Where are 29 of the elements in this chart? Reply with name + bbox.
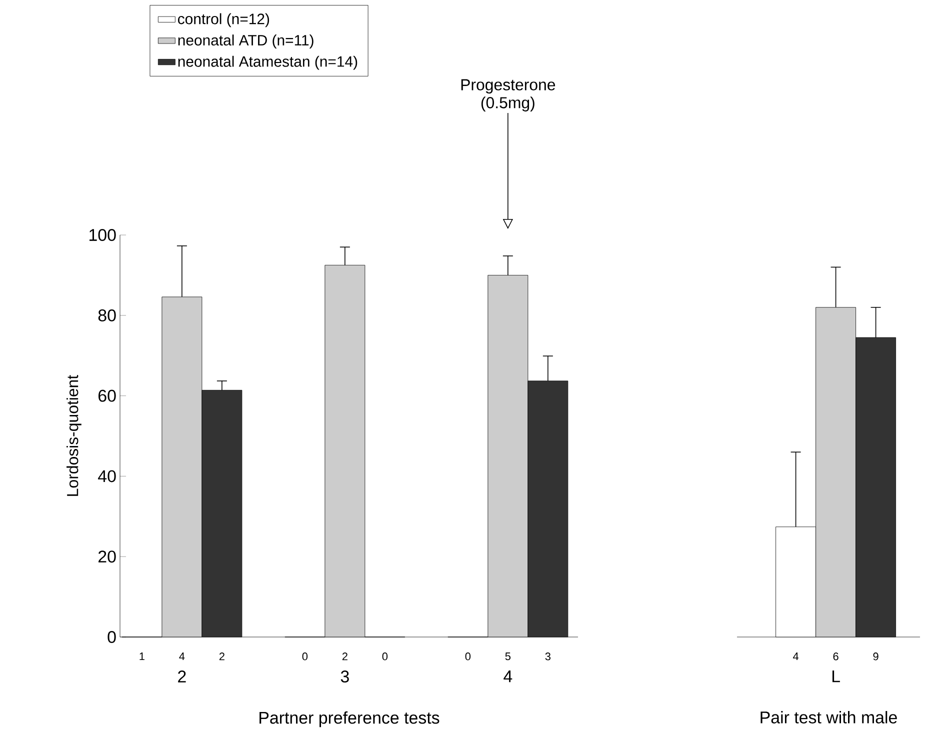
x-axis-title: Partner preference tests [260,711,440,728]
x-axis-title: Pair test with male [760,711,897,724]
legend-label: neonatal Atamestan (n=14) [178,56,358,70]
y-tick-label: 100 [90,229,116,241]
text: 6 [833,652,838,660]
y-tick-label: 0 [108,631,116,643]
text: 5 [505,652,510,660]
text: Progesterone (0.5mg) [461,79,556,112]
x-tick-label: 2 [178,670,186,682]
text: 4 [793,652,799,660]
x-tick-label: 3 [340,670,349,683]
x-tick-label: L [832,670,840,682]
text: 1 [140,652,144,660]
text: 9 [873,652,878,660]
text: 2 [219,652,224,660]
y-tick-label: 40 [98,470,116,482]
x-tick-label: 4 [504,670,512,682]
text: 2 [342,652,348,660]
text: 0 [465,652,471,660]
text: 0 [382,652,388,660]
legend-label: neonatal ATD (n=11) [178,34,314,48]
y-tick-label: 60 [98,390,116,402]
text: 4 [179,652,185,660]
y-tick-label: 20 [98,550,116,563]
legend-label: control (n=12) [178,13,270,28]
y-axis-title: Lordosis-quotient [66,375,82,496]
y-tick-label: 80 [98,309,116,322]
text: 0 [302,652,308,660]
text: 3 [545,652,550,660]
